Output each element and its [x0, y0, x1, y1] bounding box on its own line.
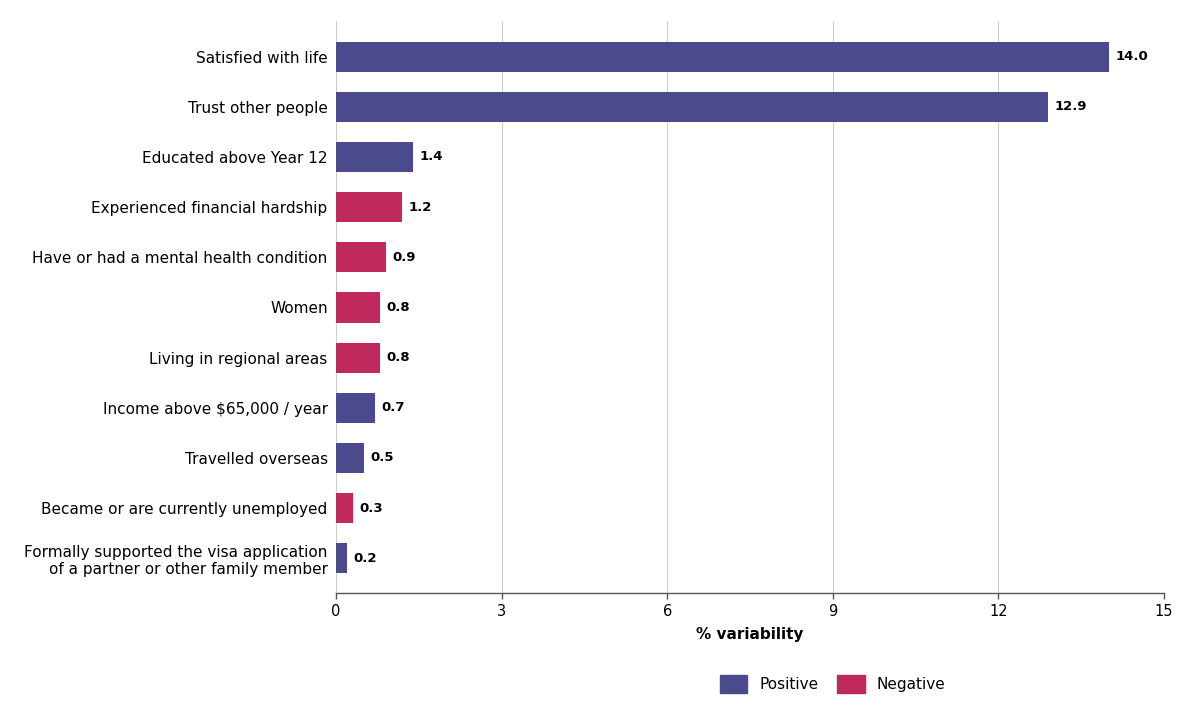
Bar — [336, 192, 402, 222]
Bar — [336, 393, 374, 423]
Text: 1.4: 1.4 — [420, 150, 444, 164]
Text: 0.2: 0.2 — [354, 552, 377, 565]
Bar — [336, 493, 353, 523]
X-axis label: % variability: % variability — [696, 627, 804, 642]
Bar — [336, 41, 1109, 72]
Bar — [336, 342, 380, 373]
Bar — [336, 142, 413, 172]
Text: 0.9: 0.9 — [392, 251, 416, 264]
Bar — [336, 92, 1048, 122]
Text: 0.8: 0.8 — [386, 351, 410, 364]
Text: 14.0: 14.0 — [1116, 50, 1148, 63]
Bar — [336, 543, 347, 573]
Legend: Positive, Negative: Positive, Negative — [713, 667, 953, 700]
Bar — [336, 443, 364, 473]
Text: 0.8: 0.8 — [386, 301, 410, 314]
Text: 0.7: 0.7 — [382, 401, 404, 414]
Bar — [336, 242, 385, 272]
Text: 0.5: 0.5 — [371, 451, 394, 465]
Text: 1.2: 1.2 — [409, 201, 432, 214]
Text: 12.9: 12.9 — [1055, 100, 1087, 113]
Bar — [336, 292, 380, 322]
Text: 0.3: 0.3 — [359, 502, 383, 515]
